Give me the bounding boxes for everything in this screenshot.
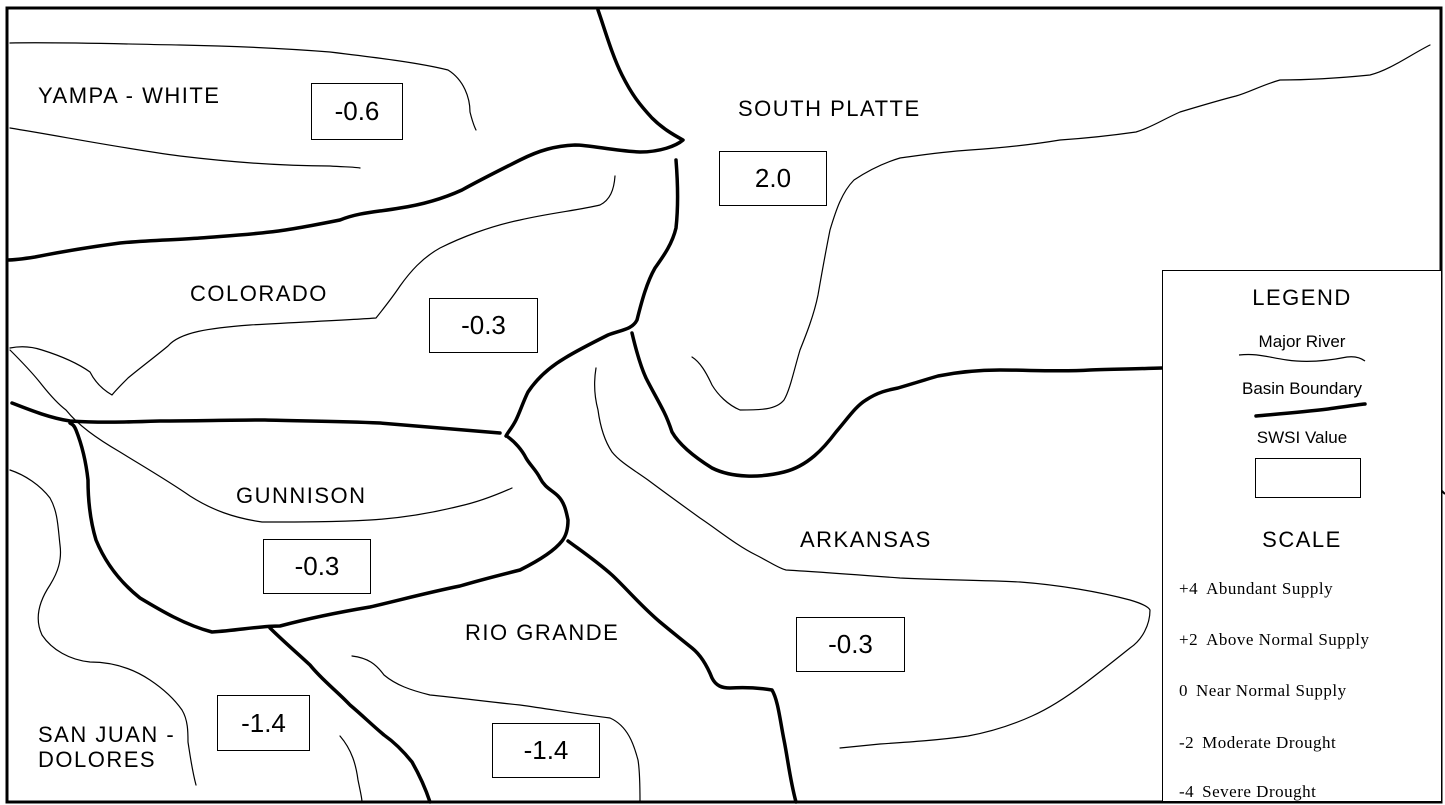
scale-text: Above Normal Supply xyxy=(1206,630,1370,649)
river-colorado xyxy=(9,175,616,396)
legend-basin-boundary-symbol xyxy=(1254,402,1367,418)
scale-row: +2 Above Normal Supply xyxy=(1179,630,1370,650)
scale-text: Near Normal Supply xyxy=(1196,681,1347,700)
basin-label-san-juan-dolores: SAN JUAN - DOLORES xyxy=(38,722,175,773)
river-yampa-white-south xyxy=(9,127,361,169)
legend-title: LEGEND xyxy=(1252,285,1352,310)
boundary-san-juan-rio-grande xyxy=(268,626,432,804)
river-arkansas xyxy=(594,367,1151,749)
basin-label-gunnison: GUNNISON xyxy=(236,483,367,508)
legend-panel: LEGEND Major River Basin Boundary SWSI V… xyxy=(1162,270,1442,802)
boundary-south-platte-arkansas xyxy=(630,331,1164,478)
scale-row: 0 Near Normal Supply xyxy=(1179,681,1347,701)
swsi-value-rio-grande: -1.4 xyxy=(492,723,600,778)
scale-text: Abundant Supply xyxy=(1206,579,1334,598)
river-gunnison xyxy=(9,349,513,523)
boundary-gunnison-arkansas xyxy=(68,421,570,634)
basin-label-san-juan-line2: DOLORES xyxy=(38,747,157,773)
scale-value: +4 xyxy=(1179,579,1199,598)
major-rivers xyxy=(9,42,1431,803)
river-south-platte xyxy=(691,44,1431,411)
boundary-south-platte-west xyxy=(6,8,685,262)
basin-label-san-juan-line1: SAN JUAN - xyxy=(38,722,176,747)
scale-value: +2 xyxy=(1179,630,1199,649)
swsi-value-yampa-white: -0.6 xyxy=(311,83,403,140)
legend-swsi-value-label: SWSI Value xyxy=(1256,428,1348,447)
scale-text: Severe Drought xyxy=(1202,782,1317,801)
swsi-value-arkansas: -0.3 xyxy=(796,617,905,672)
basin-boundaries xyxy=(6,8,1164,804)
swsi-value-colorado: -0.3 xyxy=(429,298,538,353)
boundary-colorado-south-platte xyxy=(504,158,680,438)
legend-major-river-symbol xyxy=(1238,353,1366,363)
legend-major-river-label: Major River xyxy=(1258,332,1346,351)
swsi-value-gunnison: -0.3 xyxy=(263,539,371,594)
legend-basin-boundary-label: Basin Boundary xyxy=(1241,379,1363,398)
scale-row: -4 Severe Drought xyxy=(1179,782,1316,802)
swsi-value-south-platte: 2.0 xyxy=(719,151,827,206)
scale-value: -2 xyxy=(1179,733,1195,752)
basin-label-colorado: COLORADO xyxy=(190,281,328,306)
river-rio-grande xyxy=(351,655,641,803)
river-san-juan xyxy=(9,469,197,786)
basin-label-rio-grande: RIO GRANDE xyxy=(465,620,620,645)
basin-label-yampa-white: YAMPA - WHITE xyxy=(38,83,221,108)
scale-value: 0 xyxy=(1179,681,1188,700)
river-yampa-white-north xyxy=(9,42,477,131)
river-san-juan-east xyxy=(339,735,363,803)
scale-row: -2 Moderate Drought xyxy=(1179,733,1336,753)
scale-value: -4 xyxy=(1179,782,1195,801)
scale-row: +4 Abundant Supply xyxy=(1179,579,1333,599)
swsi-value-san-juan-dolores: -1.4 xyxy=(217,695,310,751)
basin-label-south-platte: SOUTH PLATTE xyxy=(738,96,921,121)
boundary-colorado-gunnison xyxy=(10,401,502,435)
boundary-rio-grande-arkansas xyxy=(566,539,798,804)
scale-title: SCALE xyxy=(1262,527,1342,552)
basin-label-arkansas: ARKANSAS xyxy=(800,527,932,552)
scale-text: Moderate Drought xyxy=(1202,733,1337,752)
legend-swsi-value-box xyxy=(1255,458,1361,498)
